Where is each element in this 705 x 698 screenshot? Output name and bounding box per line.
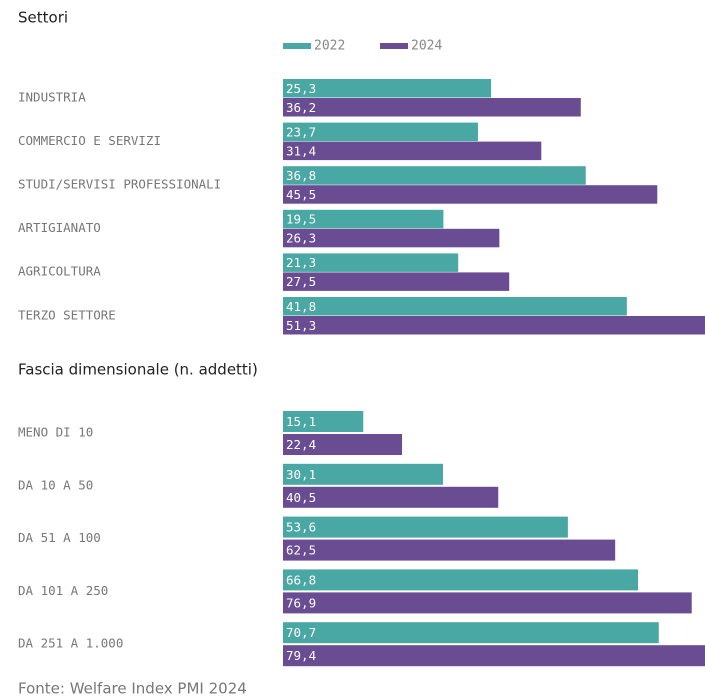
- value-label: 70,7: [286, 625, 316, 640]
- category-label: TERZO SETTORE: [18, 307, 116, 322]
- category-label: DA 101 A 250: [18, 583, 108, 598]
- value-label: 40,5: [286, 490, 316, 505]
- bar: [283, 592, 692, 614]
- value-label: 79,4: [286, 648, 316, 663]
- bar: [283, 141, 542, 161]
- value-label: 27,5: [286, 274, 316, 289]
- value-label: 62,5: [286, 543, 316, 558]
- category-label: DA 51 A 100: [18, 530, 101, 545]
- bar: [283, 253, 459, 272]
- legend-swatch: [380, 43, 408, 49]
- bar: [283, 98, 581, 117]
- bar: [283, 185, 658, 204]
- bar: [283, 272, 510, 291]
- bar: [283, 209, 444, 229]
- value-label: 23,7: [286, 124, 316, 139]
- bar: [283, 411, 364, 432]
- value-label: 41,8: [286, 299, 316, 314]
- bar: [283, 316, 705, 335]
- chart-title: Settori: [18, 9, 68, 27]
- source: Fonte: Welfare Index PMI 2024: [18, 680, 247, 698]
- bar: [283, 622, 659, 644]
- legend-label: 2022: [314, 39, 345, 54]
- category-label: INDUSTRIA: [18, 89, 86, 104]
- category-label: DA 251 A 1.000: [18, 636, 123, 651]
- value-label: 36,2: [286, 100, 316, 115]
- category-label: AGRICOLTURA: [18, 264, 101, 279]
- bar: [283, 486, 499, 508]
- value-label: 36,8: [286, 168, 316, 183]
- bar: [283, 645, 705, 667]
- bar: [283, 166, 586, 185]
- value-label: 31,4: [286, 143, 316, 158]
- value-label: 21,3: [286, 255, 316, 270]
- category-label: COMMERCIO E SERVIZI: [18, 133, 161, 148]
- bar: [283, 434, 403, 455]
- bar: [283, 516, 568, 538]
- value-label: 45,5: [286, 187, 316, 202]
- bar: [283, 463, 443, 485]
- value-label: 51,3: [286, 318, 316, 333]
- bar: [283, 297, 627, 316]
- category-label: MENO DI 10: [18, 425, 93, 440]
- value-label: 76,9: [286, 595, 316, 610]
- value-label: 53,6: [286, 520, 316, 535]
- value-label: 25,3: [286, 81, 316, 96]
- bar: [283, 228, 500, 248]
- bar: [283, 539, 616, 561]
- value-label: 22,4: [286, 437, 316, 452]
- category-label: STUDI/SERVISI PROFESSIONALI: [18, 176, 221, 191]
- value-label: 19,5: [286, 212, 316, 227]
- bar: [283, 79, 492, 98]
- value-label: 26,3: [286, 231, 316, 246]
- bar: [283, 122, 478, 142]
- category-label: ARTIGIANATO: [18, 220, 101, 235]
- bar: [283, 569, 639, 591]
- value-label: 66,8: [286, 572, 316, 587]
- legend-label: 2024: [411, 39, 442, 54]
- value-label: 30,1: [286, 467, 316, 482]
- category-label: DA 10 A 50: [18, 477, 93, 492]
- legend-swatch: [283, 43, 311, 49]
- value-label: 15,1: [286, 414, 316, 429]
- chart-title: Fascia dimensionale (n. addetti): [18, 361, 258, 379]
